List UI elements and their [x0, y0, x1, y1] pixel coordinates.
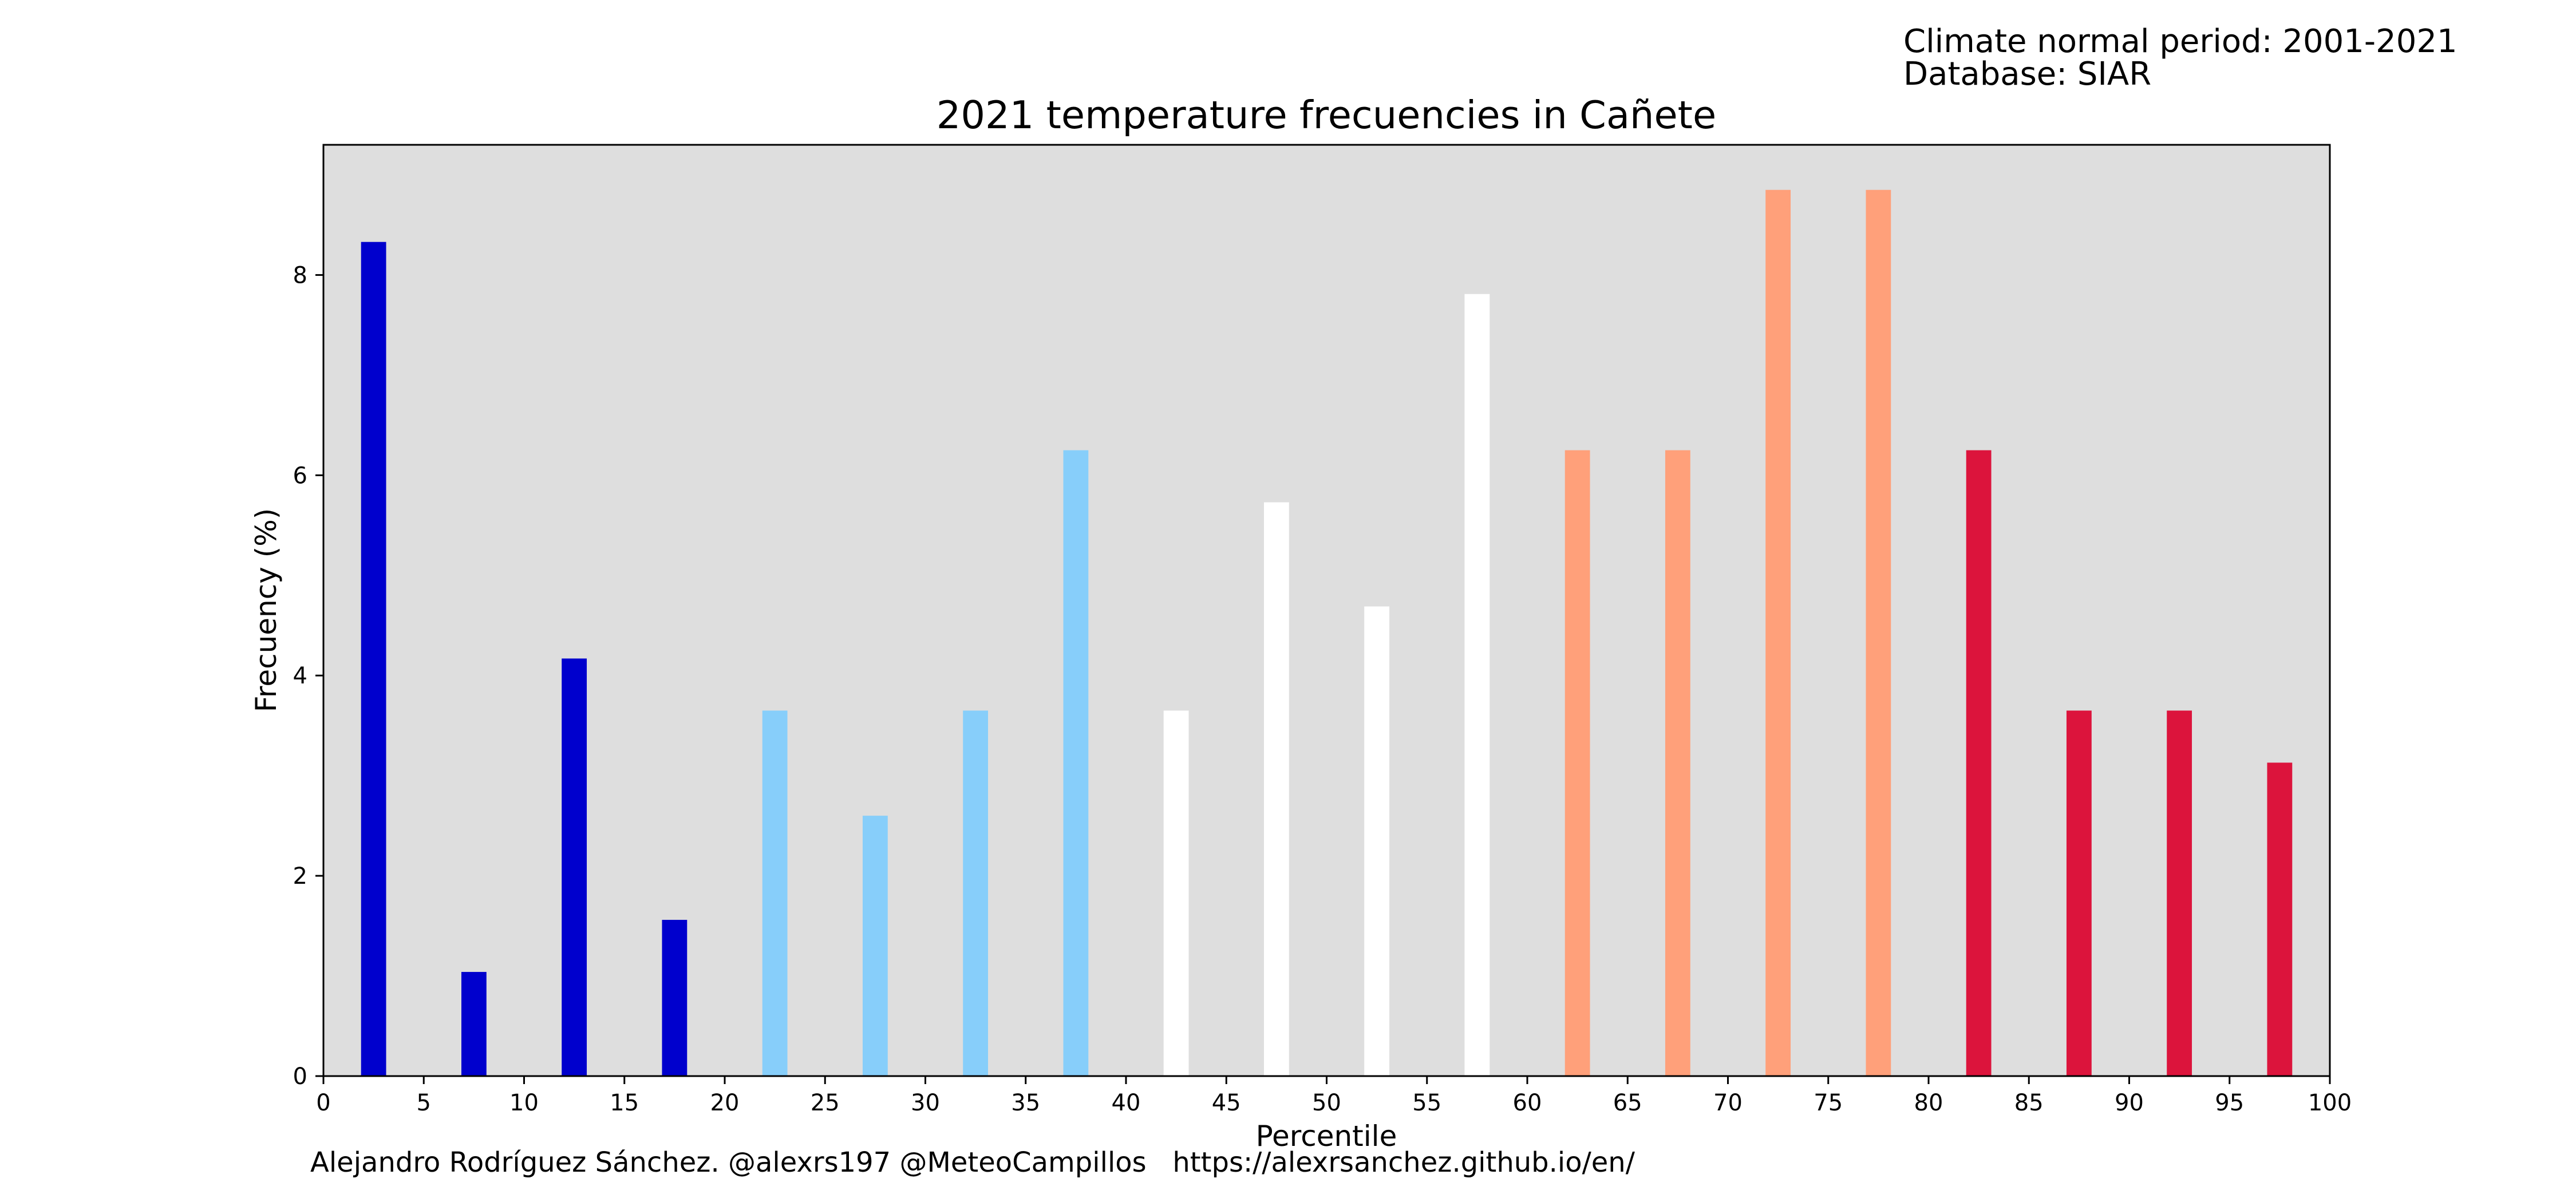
x-tick-label: 95 — [2215, 1090, 2244, 1116]
x-tick-label: 55 — [1412, 1090, 1441, 1116]
bar-19 — [2167, 710, 2192, 1076]
chart-title: 2021 temperature frecuencies in Cañete — [937, 93, 1716, 137]
bar-11 — [1364, 606, 1390, 1076]
x-tick-label: 75 — [1814, 1090, 1843, 1116]
bar-7 — [963, 710, 989, 1076]
x-axis-ticks: 0 5 10 15 20 25 30 35 40 45 50 55 60 65 70 75 80 85 90 95 10… — [316, 1076, 2352, 1116]
author-credit: Alejandro Rodríguez Sánchez. @alexrs197 … — [310, 1146, 1635, 1179]
bar-4 — [662, 920, 688, 1076]
bar-20 — [2267, 762, 2293, 1076]
bar-8 — [1063, 450, 1089, 1077]
x-tick-label: 15 — [610, 1090, 639, 1116]
y-tick-label: 4 — [293, 663, 307, 689]
climate-period-note: Climate normal period: 2001-2021 — [1903, 23, 2458, 60]
bar-17 — [1966, 450, 1992, 1077]
bar-5 — [762, 710, 788, 1076]
x-tick-label: 60 — [1513, 1090, 1542, 1116]
bar-18 — [2066, 710, 2092, 1076]
y-axis-label: Frecuency (%) — [250, 508, 283, 712]
x-tick-label: 70 — [1713, 1090, 1743, 1116]
bar-2 — [461, 972, 487, 1076]
x-tick-label: 80 — [1914, 1090, 1943, 1116]
bar-9 — [1163, 710, 1189, 1076]
x-tick-label: 5 — [417, 1090, 431, 1116]
x-tick-label: 0 — [316, 1090, 330, 1116]
bar-10 — [1263, 502, 1289, 1076]
y-axis-ticks: 0 2 4 6 8 — [293, 262, 323, 1090]
y-tick-label: 0 — [293, 1063, 307, 1090]
x-tick-label: 10 — [509, 1090, 539, 1116]
x-tick-label: 65 — [1613, 1090, 1642, 1116]
x-tick-label: 30 — [911, 1090, 940, 1116]
database-note: Database: SIAR — [1903, 56, 2151, 93]
x-tick-label: 90 — [2115, 1090, 2144, 1116]
y-tick-label: 6 — [293, 462, 307, 489]
x-axis-label: Percentile — [1256, 1120, 1397, 1153]
bar-3 — [562, 658, 587, 1076]
y-tick-label: 2 — [293, 863, 307, 889]
bar-6 — [862, 816, 888, 1076]
bar-1 — [361, 242, 386, 1076]
bar-12 — [1464, 294, 1490, 1076]
bars-layer — [361, 189, 2293, 1077]
x-tick-label: 85 — [2014, 1090, 2044, 1116]
bar-13 — [1564, 450, 1590, 1077]
x-tick-label: 100 — [2308, 1090, 2352, 1116]
x-tick-label: 45 — [1212, 1090, 1241, 1116]
bar-15 — [1765, 189, 1791, 1076]
x-tick-label: 25 — [811, 1090, 840, 1116]
x-tick-label: 35 — [1011, 1090, 1040, 1116]
x-tick-label: 50 — [1312, 1090, 1341, 1116]
bar-16 — [1866, 189, 1891, 1076]
x-tick-label: 20 — [710, 1090, 740, 1116]
y-tick-label: 8 — [293, 262, 307, 288]
plot-area — [323, 145, 2330, 1076]
x-tick-label: 40 — [1112, 1090, 1141, 1116]
bar-14 — [1665, 450, 1690, 1077]
